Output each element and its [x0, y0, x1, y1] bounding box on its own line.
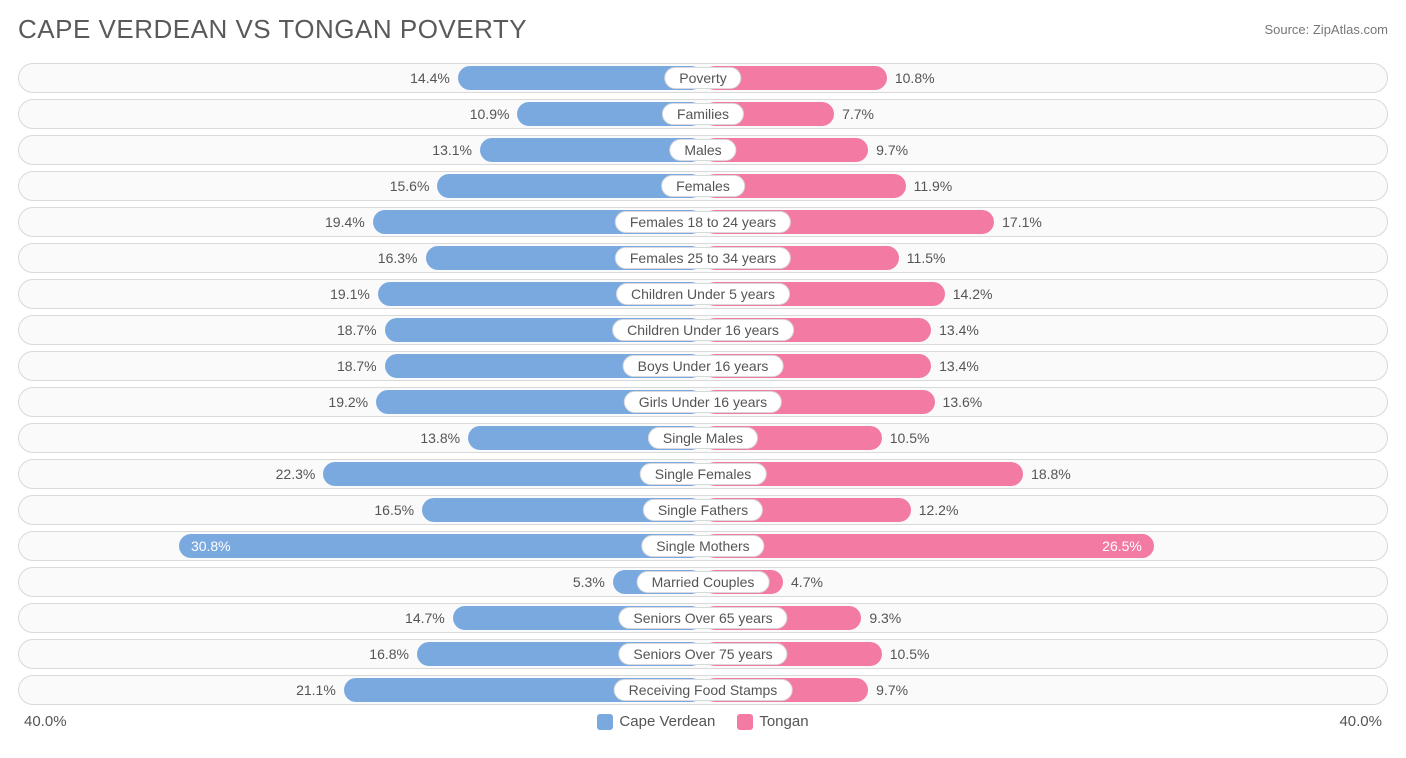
legend-swatch-right — [737, 714, 753, 730]
legend: Cape Verdean Tongan — [597, 713, 808, 730]
value-label-left: 14.4% — [410, 70, 450, 86]
value-label-left: 19.4% — [325, 214, 365, 230]
value-label-left: 22.3% — [276, 466, 316, 482]
chart-row: 19.2% 13.6% Girls Under 16 years — [18, 387, 1388, 417]
value-label-left: 21.1% — [296, 682, 336, 698]
value-label-left: 16.3% — [378, 250, 418, 266]
value-label-left: 18.7% — [337, 322, 377, 338]
category-label: Poverty — [664, 67, 741, 89]
value-label-right: 14.2% — [953, 286, 993, 302]
value-label-right: 10.5% — [890, 646, 930, 662]
chart-row: 13.1% 9.7% Males — [18, 135, 1388, 165]
value-label-left: 10.9% — [470, 106, 510, 122]
value-label-left: 19.1% — [330, 286, 370, 302]
axis-right-max: 40.0% — [1339, 713, 1382, 730]
category-label: Single Females — [640, 463, 767, 485]
category-label: Males — [669, 139, 736, 161]
chart-row: 30.8% 26.5% Single Mothers — [18, 531, 1388, 561]
chart-row: 16.5% 12.2% Single Fathers — [18, 495, 1388, 525]
bar-left — [179, 534, 703, 558]
value-label-right: 4.7% — [791, 574, 823, 590]
value-label-left: 14.7% — [405, 610, 445, 626]
chart-row: 14.7% 9.3% Seniors Over 65 years — [18, 603, 1388, 633]
chart-row: 16.3% 11.5% Females 25 to 34 years — [18, 243, 1388, 273]
category-label: Receiving Food Stamps — [614, 679, 793, 701]
value-label-left: 5.3% — [573, 574, 605, 590]
chart-title: CAPE VERDEAN VS TONGAN POVERTY — [18, 14, 527, 45]
value-label-left: 13.8% — [420, 430, 460, 446]
chart-source: Source: ZipAtlas.com — [1264, 22, 1388, 37]
chart-row: 21.1% 9.7% Receiving Food Stamps — [18, 675, 1388, 705]
category-label: Boys Under 16 years — [623, 355, 784, 377]
chart-row: 5.3% 4.7% Married Couples — [18, 567, 1388, 597]
value-label-right: 18.8% — [1031, 466, 1071, 482]
value-label-left: 16.5% — [374, 502, 414, 518]
legend-swatch-left — [597, 714, 613, 730]
value-label-right: 13.6% — [943, 394, 983, 410]
value-label-right: 10.5% — [890, 430, 930, 446]
value-label-right: 9.7% — [876, 142, 908, 158]
category-label: Single Fathers — [643, 499, 763, 521]
value-label-left: 30.8% — [191, 538, 231, 554]
value-label-left: 15.6% — [390, 178, 430, 194]
chart-row: 18.7% 13.4% Children Under 16 years — [18, 315, 1388, 345]
value-label-left: 13.1% — [432, 142, 472, 158]
chart-row: 16.8% 10.5% Seniors Over 75 years — [18, 639, 1388, 669]
chart-row: 18.7% 13.4% Boys Under 16 years — [18, 351, 1388, 381]
value-label-right: 11.9% — [914, 178, 953, 194]
legend-item-left: Cape Verdean — [597, 713, 715, 730]
category-label: Single Males — [648, 427, 758, 449]
chart-row: 15.6% 11.9% Females — [18, 171, 1388, 201]
legend-item-right: Tongan — [737, 713, 808, 730]
axis-left-max: 40.0% — [24, 713, 67, 730]
diverging-bar-chart: 14.4% 10.8% Poverty 10.9% 7.7% Families 13.1% 9… — [18, 63, 1388, 705]
category-label: Seniors Over 75 years — [618, 643, 787, 665]
legend-label-right: Tongan — [759, 713, 808, 730]
chart-row: 22.3% 18.8% Single Females — [18, 459, 1388, 489]
category-label: Families — [662, 103, 744, 125]
value-label-right: 26.5% — [1102, 538, 1142, 554]
value-label-right: 13.4% — [939, 322, 979, 338]
chart-row: 19.1% 14.2% Children Under 5 years — [18, 279, 1388, 309]
value-label-right: 17.1% — [1002, 214, 1042, 230]
value-label-right: 11.5% — [907, 250, 946, 266]
chart-row: 14.4% 10.8% Poverty — [18, 63, 1388, 93]
value-label-right: 10.8% — [895, 70, 935, 86]
category-label: Children Under 16 years — [612, 319, 794, 341]
category-label: Children Under 5 years — [616, 283, 790, 305]
legend-label-left: Cape Verdean — [619, 713, 715, 730]
value-label-left: 19.2% — [328, 394, 368, 410]
value-label-left: 16.8% — [369, 646, 409, 662]
value-label-right: 12.2% — [919, 502, 959, 518]
chart-row: 13.8% 10.5% Single Males — [18, 423, 1388, 453]
category-label: Seniors Over 65 years — [618, 607, 787, 629]
category-label: Single Mothers — [641, 535, 764, 557]
chart-header: CAPE VERDEAN VS TONGAN POVERTY Source: Z… — [18, 14, 1388, 45]
category-label: Females 18 to 24 years — [615, 211, 791, 233]
category-label: Females — [661, 175, 745, 197]
category-label: Females 25 to 34 years — [615, 247, 791, 269]
value-label-right: 13.4% — [939, 358, 979, 374]
category-label: Girls Under 16 years — [624, 391, 782, 413]
chart-row: 10.9% 7.7% Families — [18, 99, 1388, 129]
value-label-left: 18.7% — [337, 358, 377, 374]
bar-right — [703, 534, 1154, 558]
value-label-right: 9.3% — [869, 610, 901, 626]
value-label-right: 9.7% — [876, 682, 908, 698]
category-label: Married Couples — [637, 571, 770, 593]
chart-row: 19.4% 17.1% Females 18 to 24 years — [18, 207, 1388, 237]
axis-row: 40.0% Cape Verdean Tongan 40.0% — [18, 711, 1388, 730]
value-label-right: 7.7% — [842, 106, 874, 122]
